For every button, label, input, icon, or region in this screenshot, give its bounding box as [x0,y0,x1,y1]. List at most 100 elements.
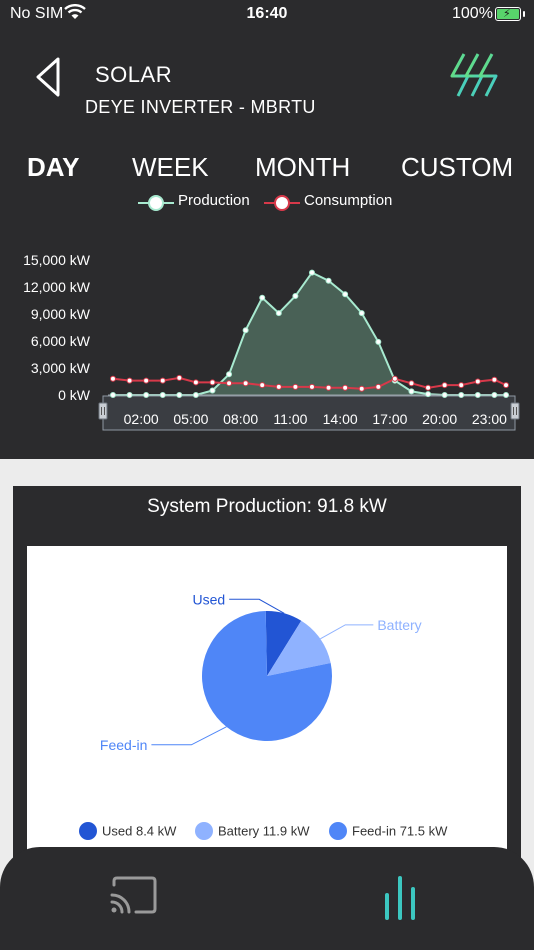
consumption-point [441,382,448,389]
consumption-point [358,385,365,392]
consumption-point [375,383,382,390]
legend-production-label: Production [178,192,250,209]
x-tick-label: 08:00 [223,411,258,427]
consumption-point [503,382,509,389]
status-time: 16:40 [246,5,288,22]
pie-legend-used-label: Used 8.4 kW [102,823,177,839]
page-title: SOLAR [95,62,173,87]
consumption-point [126,377,133,384]
production-point [358,310,365,317]
consumption-point [242,380,249,387]
consumption-point [226,380,233,387]
pie-label-feed-in: Feed-in [100,737,147,753]
production-point [226,371,233,378]
pie-callout-line [229,598,285,614]
system-production-card: System Production: 91.8 kW Used Battery Fe… [13,486,521,866]
device-subtitle: DEYE INVERTER - MBRTU [85,97,316,117]
production-point [408,388,415,395]
pie-legend-feed-in-label: Feed-in 71.5 kW [352,823,448,839]
y-tick-label: 0 kW [58,387,91,403]
pie-legend-used[interactable]: Used 8.4 kW [79,822,176,840]
slider-handle-left[interactable] [98,402,108,420]
production-point [109,392,116,398]
consumption-point [159,377,166,384]
pie-callout-line [151,726,227,746]
production-point [342,291,349,298]
wifi-icon [64,4,86,25]
y-tick-label: 3,000 kW [31,360,91,376]
pie-callout-line [320,624,374,640]
battery-icon: ⚡ [495,7,525,21]
lightning-logo-icon [450,50,502,103]
production-chart[interactable]: 15,000 kW 12,000 kW 9,000 kW 6,000 kW 3,000 … [0,240,534,440]
production-point [375,338,382,345]
y-tick-label: 9,000 kW [31,306,91,322]
slider-handle-right[interactable] [510,402,520,420]
card-title: System Production: 91.8 kW [147,496,387,517]
consumption-point [391,375,398,382]
pie-legend-battery[interactable]: Battery 11.9 kW [195,822,310,840]
consumption-point [192,379,199,386]
production-point [126,392,133,398]
x-tick-label: 20:00 [422,411,457,427]
chevron-left-icon [36,57,60,97]
back-button[interactable] [34,56,64,103]
production-point [242,327,249,334]
production-point [458,392,465,398]
top-panel: No SIM 16:40 100% ⚡ SOLAR DEYE INVERTER … [0,0,534,459]
cast-icon [110,876,157,914]
production-point [503,392,509,398]
y-tick-label: 12,000 kW [23,279,91,295]
x-tick-label: 17:00 [372,411,407,427]
legend-consumption[interactable]: Consumption [264,192,392,211]
production-point [143,392,150,398]
tab-week[interactable]: WEEK [132,152,209,182]
production-point [425,391,432,398]
consumption-point [292,383,299,390]
production-point [176,392,183,398]
pie-slice-feed-in [202,611,332,741]
production-point [491,392,498,398]
production-point [275,310,282,317]
tab-custom[interactable]: CUSTOM [401,152,514,182]
consumption-point [143,377,150,384]
consumption-point [458,382,465,389]
nav-cast-button[interactable] [108,875,160,922]
production-point [325,277,332,284]
carrier-label: No SIM [10,5,64,22]
consumption-point [275,383,282,390]
pie-slice-battery [267,620,331,676]
nav-stats-button[interactable] [382,875,422,926]
consumption-point [176,374,183,381]
battery-dot-icon [195,822,213,840]
chart-legend: Production Consumption [0,192,534,214]
production-point [308,269,315,276]
tab-day[interactable]: DAY [27,152,80,182]
pie-legend-feed-in[interactable]: Feed-in 71.5 kW [329,822,447,840]
status-bar: No SIM 16:40 100% ⚡ [0,0,534,30]
period-tabs: DAY WEEK MONTH CUSTOM [0,152,534,184]
consumption-point [342,384,349,391]
production-point [209,387,216,394]
consumption-marker-icon [264,195,300,211]
x-tick-label: 02:00 [124,411,159,427]
legend-production[interactable]: Production [138,192,250,211]
battery-percent: 100% [452,5,493,22]
x-tick-label: 14:00 [323,411,358,427]
bottom-nav [0,847,534,950]
pie-legend-battery-label: Battery 11.9 kW [218,823,310,839]
production-point [441,392,448,398]
time-range-slider [102,395,516,431]
consumption-point [325,384,332,391]
production-point [474,392,481,398]
consumption-point [209,379,216,386]
pie-chart[interactable]: Used Battery Feed-in [27,546,507,816]
tab-month[interactable]: MONTH [255,152,351,182]
y-tick-label: 15,000 kW [23,252,91,268]
production-point [159,392,166,398]
pie-chart-panel: Used Battery Feed-in Used 8.4 kW Battery 1… [27,546,507,866]
consumption-point [408,380,415,387]
production-point [292,293,299,299]
production-marker-icon [138,195,174,211]
pie-legend: Used 8.4 kW Battery 11.9 kW Feed-in 71.5… [27,822,507,844]
